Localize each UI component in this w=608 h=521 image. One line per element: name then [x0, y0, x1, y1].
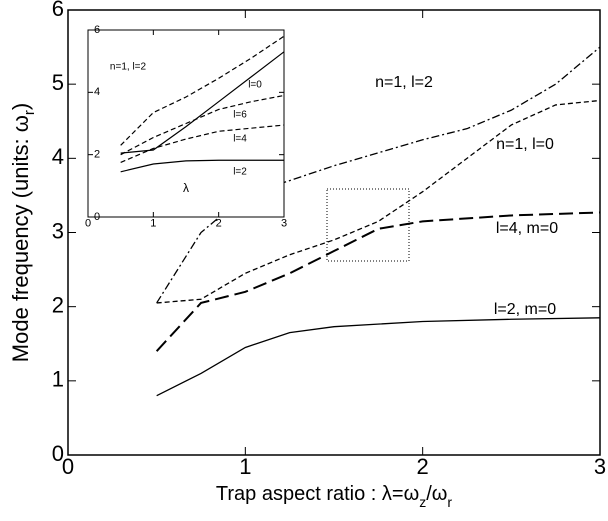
x-tick-label: 2 — [417, 454, 429, 479]
series-label: l=2, m=0 — [494, 301, 556, 318]
line-series — [156, 99, 601, 304]
x-axis-label-part: z — [419, 494, 426, 510]
y-tick-label: 5 — [52, 70, 64, 95]
x-tick-label: 3 — [281, 218, 287, 230]
line-series — [120, 51, 285, 154]
y-axis-label-part: ) — [8, 103, 33, 110]
line-series — [155, 211, 601, 352]
y-axis-label: Mode frequency (units: ωr) — [8, 103, 39, 362]
series-label: l=4, m=0 — [496, 220, 558, 237]
x-axis-label-part: r — [447, 494, 452, 510]
y-tick-label: 6 — [52, 0, 64, 21]
series-label: l=2 — [233, 167, 247, 178]
x-axis-label: λ — [183, 181, 189, 195]
line-series — [156, 317, 601, 397]
y-tick-label: 2 — [94, 149, 100, 161]
y-tick-label: 0 — [52, 441, 64, 466]
zoom-box — [326, 188, 410, 262]
x-axis-label: Trap aspect ratio : λ=ωz/ωr — [216, 483, 452, 509]
y-axis-label-part: Mode frequency (units: ω — [8, 115, 33, 362]
x-tick-label: 3 — [594, 454, 606, 479]
y-tick-label: 0 — [94, 211, 100, 223]
y-axis-label-part: r — [21, 110, 38, 115]
x-tick-label: 0 — [85, 218, 91, 230]
x-tick-label: 1 — [239, 454, 251, 479]
y-tick-label: 4 — [94, 86, 100, 98]
series-label: n=1, l=2 — [110, 62, 147, 73]
series-label: l=6 — [233, 110, 247, 121]
x-tick-label: 1 — [150, 218, 156, 230]
series-label: l=4 — [233, 134, 247, 145]
x-tick-label: 2 — [216, 218, 222, 230]
y-tick-label: 3 — [52, 218, 64, 243]
y-tick-label: 4 — [52, 144, 64, 169]
line-series — [120, 159, 284, 173]
series-label: n=1, l=0 — [496, 136, 554, 153]
x-axis-label-part: /ω — [426, 483, 447, 505]
y-tick-label: 2 — [52, 292, 64, 317]
y-tick-label: 1 — [52, 367, 64, 392]
y-tick-label: 6 — [94, 24, 100, 36]
x-tick-label: 0 — [62, 454, 74, 479]
line-series — [120, 94, 285, 156]
plot-frame — [87, 29, 285, 218]
series-label: l=0 — [248, 80, 262, 91]
series-label: n=1, l=2 — [375, 74, 433, 91]
x-axis-label-part: Trap aspect ratio : λ=ω — [216, 483, 419, 505]
